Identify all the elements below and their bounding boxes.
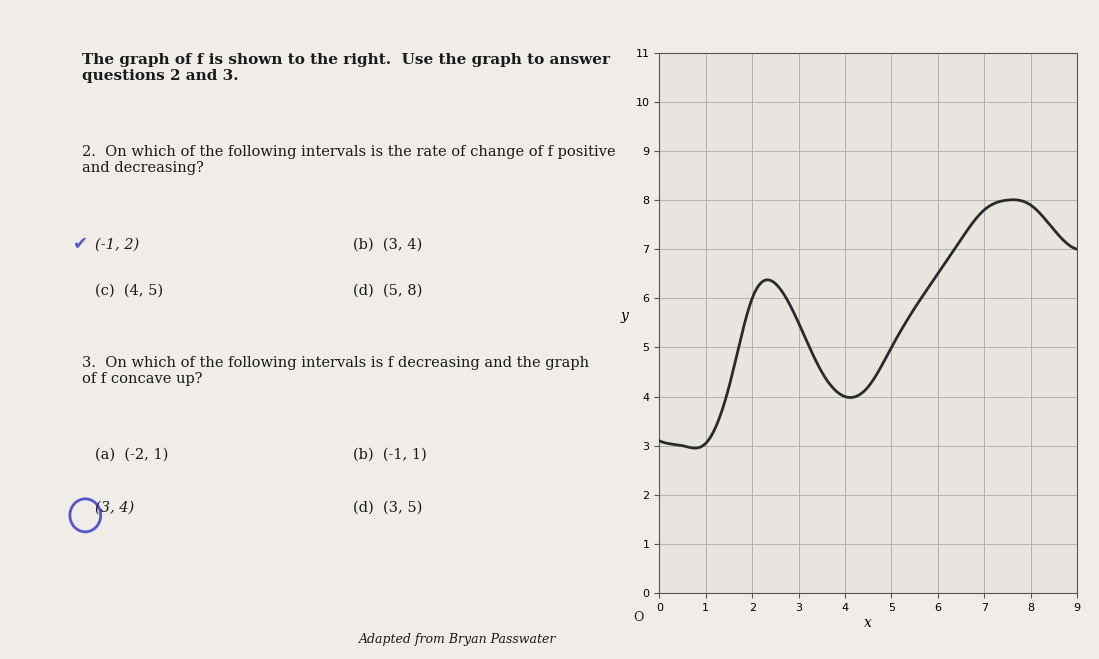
Text: (d)  (3, 5): (d) (3, 5) (353, 501, 422, 515)
Text: ✔: ✔ (73, 234, 88, 252)
Text: Adapted from Bryan Passwater: Adapted from Bryan Passwater (358, 633, 556, 646)
Text: O: O (633, 611, 644, 624)
Text: (b)  (3, 4): (b) (3, 4) (353, 237, 422, 251)
Text: (c)  (4, 5): (c) (4, 5) (95, 283, 163, 297)
Text: (b)  (-1, 1): (b) (-1, 1) (353, 448, 426, 462)
Text: 3.  On which of the following intervals is f decreasing and the graph
of f conca: 3. On which of the following intervals i… (82, 356, 589, 386)
X-axis label: x: x (864, 616, 873, 629)
Text: (3, 4): (3, 4) (95, 501, 134, 515)
Text: (d)  (5, 8): (d) (5, 8) (353, 283, 422, 297)
Text: The graph of f is shown to the right.  Use the graph to answer
questions 2 and 3: The graph of f is shown to the right. Us… (82, 53, 610, 83)
Y-axis label: y: y (621, 309, 629, 323)
Text: (a)  (-2, 1): (a) (-2, 1) (95, 448, 168, 462)
Text: 2.  On which of the following intervals is the rate of change of f positive
and : 2. On which of the following intervals i… (82, 145, 615, 175)
Text: (-1, 2): (-1, 2) (95, 237, 138, 251)
